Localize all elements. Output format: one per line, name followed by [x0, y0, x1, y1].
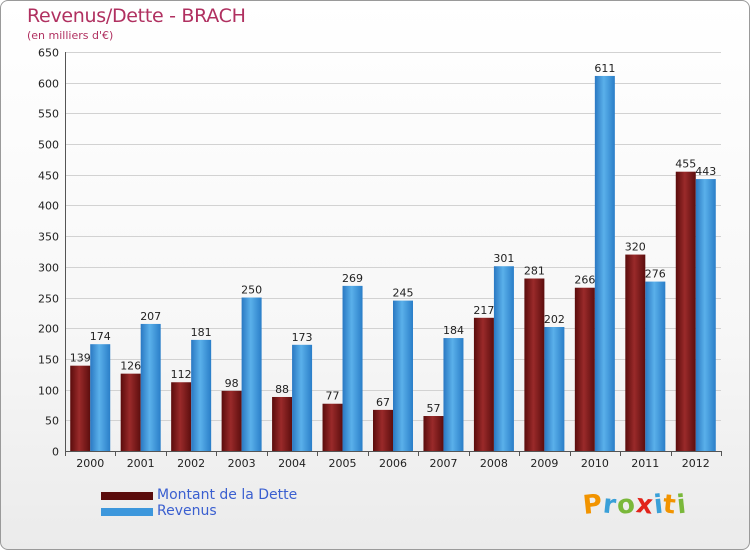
- y-tick-label: 0: [52, 446, 59, 459]
- x-tick-label: 2000: [76, 457, 104, 470]
- chart-title: Revenus/Dette - BRACH: [27, 5, 246, 27]
- x-tick-label: 2012: [682, 457, 710, 470]
- bar-revenus: [241, 297, 262, 451]
- data-label-debt: 88: [275, 383, 289, 396]
- y-tick-label: 100: [38, 385, 59, 398]
- y-tick-label: 50: [45, 415, 59, 428]
- y-tick-label: 550: [38, 108, 59, 121]
- y-tick-label: 250: [38, 293, 59, 306]
- x-tick-label: 2010: [581, 457, 609, 470]
- bar-revenus: [90, 344, 111, 451]
- x-tick-label: 2002: [177, 457, 205, 470]
- y-tick-label: 150: [38, 354, 59, 367]
- data-label-revenus: 269: [342, 272, 363, 285]
- data-label-debt: 139: [70, 352, 91, 365]
- data-label-debt: 126: [120, 360, 141, 373]
- data-label-debt: 67: [376, 396, 390, 409]
- data-label-revenus: 611: [594, 62, 615, 75]
- y-tick-label: 500: [38, 139, 59, 152]
- data-label-revenus: 202: [544, 313, 565, 326]
- bar-debt: [574, 287, 595, 451]
- bar-revenus: [443, 338, 464, 451]
- y-tick-label: 200: [38, 323, 59, 336]
- x-tick-label: 2008: [480, 457, 508, 470]
- x-tick-label: 2009: [530, 457, 558, 470]
- data-label-revenus: 173: [292, 331, 313, 344]
- data-label-debt: 320: [625, 241, 646, 254]
- bar-revenus: [191, 339, 212, 451]
- x-tick-label: 2004: [278, 457, 306, 470]
- data-label-debt: 112: [171, 368, 192, 381]
- bar-revenus: [342, 285, 363, 451]
- bar-debt: [70, 365, 91, 451]
- chart-subtitle: (en milliers d'€): [27, 29, 114, 42]
- axis-layer: 0 50 100 150 200 250 300 350 400 450 500 550 600 650 2…: [38, 47, 722, 470]
- bar-debt: [373, 409, 393, 451]
- bar-debt: [221, 390, 242, 451]
- data-label-debt: 266: [574, 274, 595, 287]
- bar-debt: [675, 171, 696, 451]
- data-label-debt: 455: [675, 158, 696, 171]
- x-tick-label: 2003: [228, 457, 256, 470]
- legend-label-debt: Montant de la Dette: [157, 487, 298, 503]
- data-label-debt: 57: [426, 402, 440, 415]
- y-tick-label: 600: [38, 78, 59, 91]
- data-label-revenus: 276: [645, 268, 666, 281]
- bar-revenus: [594, 75, 615, 451]
- bar-debt: [272, 396, 293, 451]
- legend-label-revenus: Revenus: [157, 503, 217, 519]
- bar-debt: [524, 278, 545, 451]
- bar-debt: [423, 416, 444, 451]
- data-label-revenus: 207: [140, 310, 161, 323]
- x-tick-label: 2011: [631, 457, 659, 470]
- y-tick-label: 300: [38, 262, 59, 275]
- label-layer: 139 174 126 207 112 181 98 250 88 173 77 269 67 245 57…: [70, 62, 717, 415]
- bar-revenus: [140, 323, 161, 451]
- data-label-revenus: 245: [393, 287, 414, 300]
- data-label-revenus: 181: [191, 326, 212, 339]
- x-tick-label: 2005: [329, 457, 357, 470]
- data-label-debt: 281: [524, 265, 545, 278]
- logo-letter: i: [675, 489, 689, 521]
- bar-debt: [322, 403, 343, 451]
- bar-debt: [473, 317, 494, 451]
- data-label-debt: 217: [473, 304, 494, 317]
- bar-debt: [625, 254, 646, 451]
- data-label-revenus: 174: [90, 330, 111, 343]
- data-label-debt: 98: [225, 377, 239, 390]
- y-tick-label: 450: [38, 170, 59, 183]
- proxiti-logo: Proxiti: [581, 489, 689, 521]
- legend-swatch-revenus: [101, 508, 153, 516]
- data-label-revenus: 443: [695, 165, 716, 178]
- x-tick-label: 2006: [379, 457, 407, 470]
- bar-layer: [70, 75, 716, 451]
- legend-swatch-debt: [101, 492, 153, 500]
- y-tick-label: 350: [38, 231, 59, 244]
- bar-revenus: [393, 300, 413, 451]
- x-tick-label: 2007: [429, 457, 457, 470]
- bar-debt: [120, 373, 141, 451]
- x-tick-label: 2001: [127, 457, 155, 470]
- y-tick-label: 400: [38, 200, 59, 213]
- bar-revenus: [695, 179, 716, 451]
- data-label-revenus: 184: [443, 324, 464, 337]
- y-tick-label: 650: [38, 47, 59, 60]
- bar-revenus: [544, 327, 565, 451]
- bar-revenus: [645, 281, 666, 451]
- bar-revenus: [292, 344, 313, 451]
- data-label-revenus: 301: [493, 252, 514, 265]
- data-label-revenus: 250: [241, 284, 262, 297]
- bar-debt: [171, 382, 192, 451]
- bar-revenus: [493, 266, 514, 451]
- data-label-debt: 77: [326, 390, 340, 403]
